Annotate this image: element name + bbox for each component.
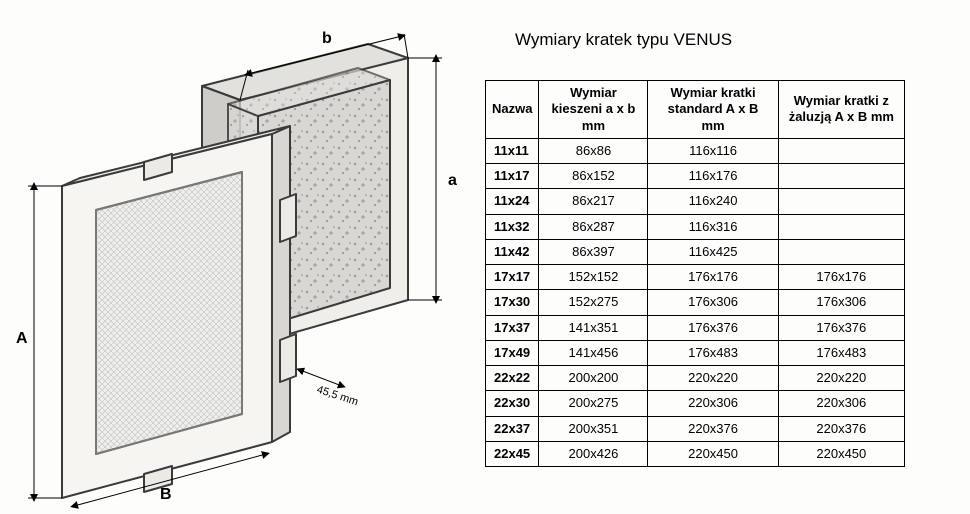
grille-frame: [62, 126, 296, 498]
table-row: 17x17152x152176x176176x176: [486, 265, 905, 290]
cell-name: 11x32: [486, 214, 539, 239]
cell-value: 86x86: [539, 138, 648, 163]
cell-value: 220x450: [778, 441, 904, 466]
cell-name: 11x11: [486, 138, 539, 163]
table-row: 11x2486x217116x240: [486, 189, 905, 214]
cell-value: 220x450: [648, 441, 778, 466]
cell-value: [778, 189, 904, 214]
cell-value: 176x176: [648, 265, 778, 290]
cell-value: 200x275: [539, 391, 648, 416]
cell-value: 141x351: [539, 315, 648, 340]
cell-value: 176x376: [648, 315, 778, 340]
cell-value: 176x306: [778, 290, 904, 315]
spec-table-head: Nazwa Wymiar kieszeni a x b mm Wymiar kr…: [486, 81, 905, 139]
cell-value: 116x425: [648, 239, 778, 264]
cell-value: 220x376: [648, 416, 778, 441]
col-zaluzja: Wymiar kratki z żaluzją A x B mm: [778, 81, 904, 139]
cell-value: 116x116: [648, 138, 778, 163]
cell-value: [778, 138, 904, 163]
table-row: 17x37141x351176x376176x376: [486, 315, 905, 340]
cell-name: 22x22: [486, 366, 539, 391]
cell-value: 116x176: [648, 164, 778, 189]
cell-name: 11x42: [486, 239, 539, 264]
cell-name: 22x30: [486, 391, 539, 416]
cell-value: 200x351: [539, 416, 648, 441]
cell-value: 116x316: [648, 214, 778, 239]
technical-drawing: [0, 0, 475, 514]
spec-table-body: 11x1186x86116x11611x1786x152116x17611x24…: [486, 138, 905, 466]
cell-value: 220x376: [778, 416, 904, 441]
cell-value: 176x483: [648, 340, 778, 365]
col-standard: Wymiar kratki standard A x B mm: [648, 81, 778, 139]
spec-title: Wymiary kratek typu VENUS: [515, 30, 950, 50]
diagram-panel: A B b a 45,5 mm: [0, 0, 475, 514]
table-row: 11x1786x152116x176: [486, 164, 905, 189]
cell-value: 220x306: [778, 391, 904, 416]
cell-value: 220x306: [648, 391, 778, 416]
table-row: 11x1186x86116x116: [486, 138, 905, 163]
table-row: 22x22200x200220x220220x220: [486, 366, 905, 391]
cell-name: 11x17: [486, 164, 539, 189]
cell-value: 86x287: [539, 214, 648, 239]
cell-value: 86x217: [539, 189, 648, 214]
cell-name: 22x45: [486, 441, 539, 466]
cell-value: 200x200: [539, 366, 648, 391]
cell-value: 116x240: [648, 189, 778, 214]
cell-value: [778, 239, 904, 264]
cell-name: 22x37: [486, 416, 539, 441]
cell-value: 220x220: [778, 366, 904, 391]
col-nazwa: Nazwa: [486, 81, 539, 139]
cell-name: 17x49: [486, 340, 539, 365]
dim-label-a: a: [448, 172, 457, 190]
cell-value: 86x397: [539, 239, 648, 264]
spec-table: Nazwa Wymiar kieszeni a x b mm Wymiar kr…: [485, 80, 905, 467]
dim-label-b: b: [322, 30, 332, 48]
table-row: 17x49141x456176x483176x483: [486, 340, 905, 365]
cell-name: 17x30: [486, 290, 539, 315]
table-row: 22x45200x426220x450220x450: [486, 441, 905, 466]
table-row: 22x37200x351220x376220x376: [486, 416, 905, 441]
cell-value: [778, 214, 904, 239]
col-kieszen: Wymiar kieszeni a x b mm: [539, 81, 648, 139]
cell-name: 17x37: [486, 315, 539, 340]
spec-panel: Wymiary kratek typu VENUS Nazwa Wymiar k…: [475, 0, 970, 514]
cell-value: 176x376: [778, 315, 904, 340]
cell-value: 200x426: [539, 441, 648, 466]
dim-label-B: B: [160, 486, 172, 504]
dim-label-A: A: [16, 330, 28, 348]
cell-value: [778, 164, 904, 189]
cell-value: 176x483: [778, 340, 904, 365]
cell-value: 220x220: [648, 366, 778, 391]
cell-value: 86x152: [539, 164, 648, 189]
cell-name: 17x17: [486, 265, 539, 290]
table-row: 11x4286x397116x425: [486, 239, 905, 264]
cell-value: 141x456: [539, 340, 648, 365]
table-row: 17x30152x275176x306176x306: [486, 290, 905, 315]
cell-value: 152x275: [539, 290, 648, 315]
table-row: 11x3286x287116x316: [486, 214, 905, 239]
cell-name: 11x24: [486, 189, 539, 214]
cell-value: 176x176: [778, 265, 904, 290]
cell-value: 152x152: [539, 265, 648, 290]
cell-value: 176x306: [648, 290, 778, 315]
page: A B b a 45,5 mm Wymiary kratek typu VENU…: [0, 0, 970, 514]
table-row: 22x30200x275220x306220x306: [486, 391, 905, 416]
